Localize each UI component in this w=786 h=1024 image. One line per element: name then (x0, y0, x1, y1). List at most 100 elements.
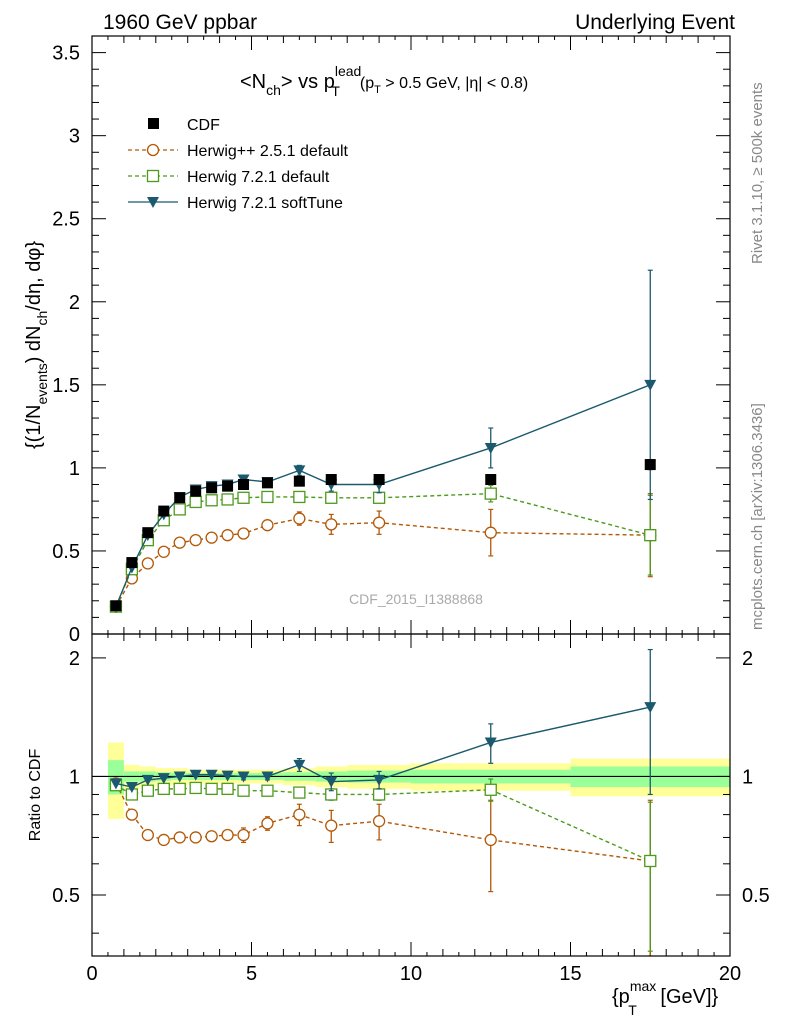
main-ytick-label: 0.5 (52, 541, 80, 563)
ylabel-a: {(1/N (23, 405, 45, 449)
data-point-herwig-2-5-1-default (325, 819, 338, 832)
data-point-cdf (174, 492, 186, 504)
xlabel-sup: max (630, 978, 656, 994)
data-point-herwig-7-2-1-default (173, 503, 186, 516)
legend-label-herwigpp: Herwig++ 2.5.1 default (187, 143, 349, 160)
data-point-herwig-7-2-1-softtune (189, 769, 202, 781)
ratio-ytick-labels: 0.5 0.5 1 1 2 2 (52, 648, 770, 907)
data-point-cdf (142, 527, 154, 539)
data-point-herwig-7-2-1-default (221, 493, 234, 506)
data-point-herwig-7-2-1-softtune (373, 774, 386, 786)
data-point-herwig-7-2-1-default (237, 784, 250, 797)
data-point-herwig-7-2-1-default (189, 781, 202, 795)
data-point-herwig-7-2-1-softtune (293, 759, 306, 771)
data-point-herwig-2-5-1-default (237, 828, 250, 842)
title-T: T (331, 83, 340, 99)
x-tick-label: 10 (400, 963, 422, 985)
data-point-herwig-7-2-1-default (221, 782, 234, 796)
legend-item-herwig7-default: Herwig 7.2.1 default (128, 169, 330, 186)
data-point-herwig-2-5-1-default (189, 831, 202, 844)
data-point-cdf (261, 477, 273, 489)
x-tick-label: 5 (246, 963, 257, 985)
main-ytick-label: 3.5 (52, 43, 80, 65)
data-point-herwig-7-2-1-softtune (293, 465, 306, 477)
data-point-cdf (206, 482, 218, 494)
data-point-herwig-7-2-1-softtune (644, 702, 657, 714)
data-point-herwig-7-2-1-softtune (484, 442, 497, 454)
ratio-panel: 0.5 0.5 1 1 2 2 0 5 10 15 20 (52, 633, 770, 985)
title-cut-T: T (374, 84, 381, 96)
data-point-herwig-7-2-1-softtune (109, 778, 122, 790)
rivet-label: Rivet 3.1.10, ≥ 500k events (749, 82, 766, 264)
data-point-herwig-2-5-1-default (173, 831, 186, 844)
data-point-herwig-2-5-1-default (141, 557, 154, 570)
data-point-herwig-7-2-1-softtune (325, 776, 338, 788)
header-left: 1960 GeV ppbar (103, 11, 257, 34)
data-point-cdf (485, 474, 497, 486)
ratio-data (109, 648, 657, 956)
data-point-herwig-2-5-1-default (237, 527, 250, 540)
title-cut-b: > 0.5 GeV, |η| < 0.8) (381, 75, 528, 92)
ratio-ytick-label-right: 1 (742, 766, 753, 788)
data-point-herwig-7-2-1-softtune (157, 773, 170, 785)
ylabel-c: ) dN (23, 325, 45, 363)
data-point-herwig-7-2-1-default (372, 788, 386, 801)
data-point-herwig-7-2-1-default (157, 782, 170, 796)
data-point-herwig-7-2-1-default (261, 784, 274, 797)
data-point-herwig-7-2-1-softtune (484, 737, 497, 749)
data-point-herwig-2-5-1-default (325, 518, 338, 531)
data-point-cdf (373, 474, 385, 486)
data-point-herwig-2-5-1-default (293, 512, 306, 525)
title-vs: > vs p (281, 71, 335, 93)
data-point-herwig-7-2-1-default (141, 784, 154, 797)
data-point-herwig-7-2-1-default (644, 854, 657, 868)
title-main: <N (240, 71, 266, 93)
data-point-herwig-7-2-1-default (189, 495, 202, 509)
ratio-ytick-label-right: 2 (742, 648, 753, 670)
data-point-herwig-2-5-1-default (189, 533, 202, 547)
legend-label-herwig7-soft: Herwig 7.2.1 softTune (187, 195, 343, 212)
data-point-cdf (644, 459, 656, 471)
legend-label-cdf: CDF (187, 117, 220, 134)
ratio-ytick-label: 0.5 (52, 885, 80, 907)
data-point-cdf (325, 474, 337, 486)
data-point-herwig-7-2-1-softtune (173, 771, 186, 783)
ratio-frame (91, 633, 731, 957)
main-ytick-labels: 0 0.5 1 1.5 2 2.5 3 3.5 (52, 43, 80, 646)
main-ylabel: {(1/Nevents) dNch/dη, dφ} (23, 241, 50, 449)
data-point-herwig-2-5-1-default (261, 519, 274, 532)
header-right: Underlying Event (575, 11, 735, 34)
data-point-herwig-2-5-1-default (261, 817, 274, 830)
data-point-herwig-7-2-1-softtune (644, 379, 657, 391)
data-point-herwig-2-5-1-default (484, 526, 497, 539)
data-point-cdf (293, 475, 305, 487)
legend-item-herwigpp: Herwig++ 2.5.1 default (128, 143, 349, 160)
title-cut-a: (p (360, 75, 374, 92)
data-point-herwig-7-2-1-default (372, 491, 386, 504)
data-point-herwig-2-5-1-default (293, 808, 306, 821)
data-point-cdf (238, 479, 250, 490)
ratio-ytick-label-right: 0.5 (742, 885, 770, 907)
title-sub: ch (266, 82, 281, 98)
legend: CDF Herwig++ 2.5.1 default Herwig 7.2.1 … (128, 117, 349, 212)
data-point-cdf (158, 505, 170, 517)
data-point-cdf (110, 600, 122, 612)
data-point-herwig-7-2-1-default (644, 529, 657, 542)
data-point-herwig-7-2-1-default (205, 494, 218, 507)
legend-marker-cdf (148, 118, 159, 129)
data-point-cdf (222, 480, 234, 492)
legend-item-cdf: CDF (148, 117, 220, 134)
main-ticks (91, 35, 731, 635)
data-point-herwig-2-5-1-default (372, 815, 386, 828)
xlabel-sub: T (628, 1002, 637, 1018)
ratio-ytick-label: 1 (69, 766, 80, 788)
data-point-herwig-7-2-1-softtune (261, 771, 274, 783)
data-point-herwig-2-5-1-default (141, 828, 154, 842)
title-sup: lead (335, 63, 361, 79)
main-data (109, 269, 657, 613)
xlabel-b: [GeV]} (655, 986, 719, 1008)
data-point-herwig-7-2-1-softtune (125, 782, 138, 794)
data-point-herwig-7-2-1-default (325, 491, 338, 504)
x-tick-label: 20 (719, 963, 741, 985)
x-tick-labels: 0 5 10 15 20 (86, 963, 741, 985)
